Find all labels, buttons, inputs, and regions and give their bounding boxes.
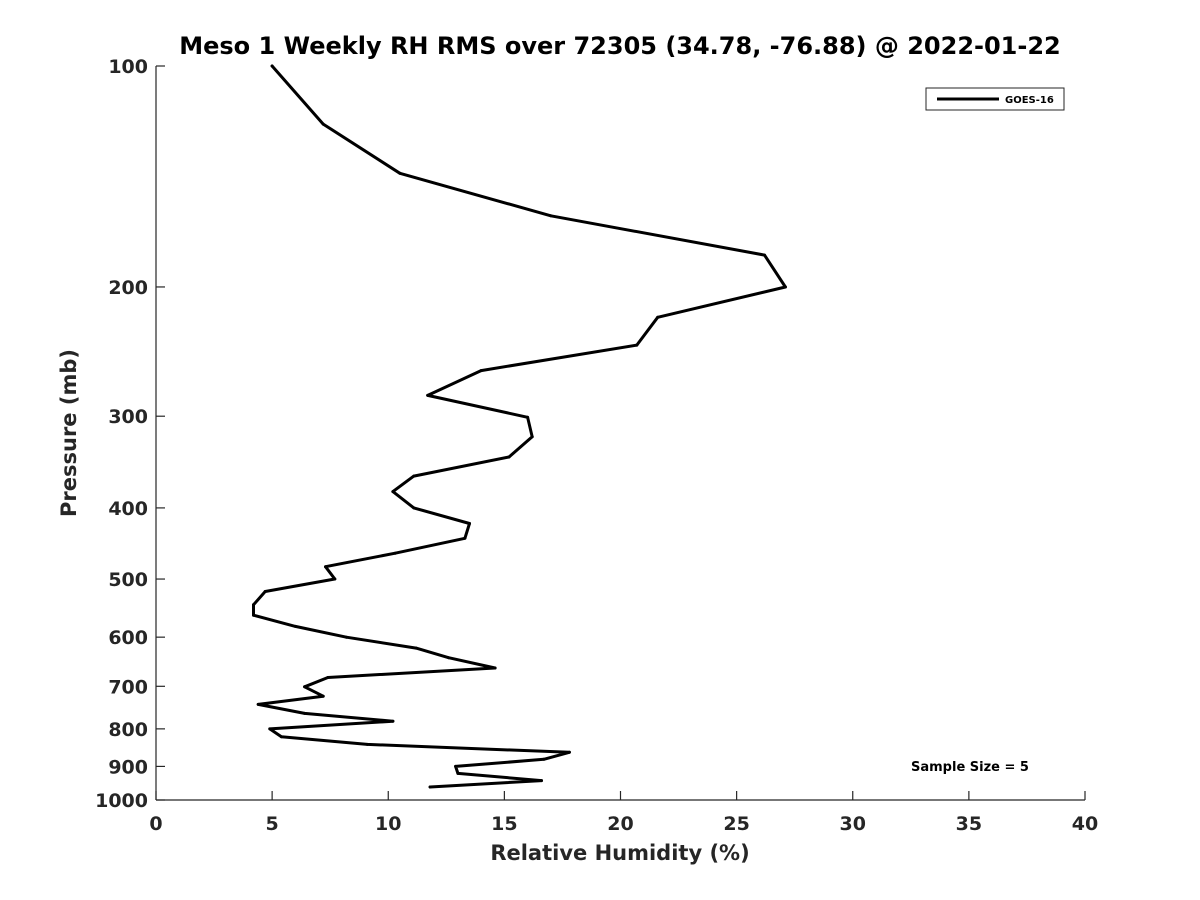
data-point <box>530 435 534 439</box>
data-point <box>393 551 397 555</box>
y-tick-label: 500 <box>108 569 148 591</box>
data-point <box>412 506 416 510</box>
y-tick-label: 100 <box>108 56 148 78</box>
x-tick-label: 35 <box>956 813 982 835</box>
series-line-goes-16 <box>252 64 787 789</box>
data-point <box>252 603 255 607</box>
x-ticks: 0 5 10 15 20 25 30 35 40 <box>149 791 1098 835</box>
x-tick-label: 15 <box>491 813 517 835</box>
data-point <box>263 590 267 593</box>
y-tick-label: 600 <box>108 627 148 649</box>
data-point <box>635 343 639 347</box>
x-tick-label: 5 <box>266 813 279 835</box>
data-point <box>279 735 283 739</box>
y-ticks: 100 200 300 400 500 600 700 800 900 1000 <box>95 56 165 812</box>
x-tick-label: 0 <box>149 813 162 835</box>
data-point <box>428 785 432 789</box>
data-point <box>463 536 467 540</box>
data-point <box>763 253 766 257</box>
data-point <box>344 635 348 639</box>
data-point <box>454 764 458 768</box>
data-point <box>540 779 543 783</box>
data-point <box>479 369 483 373</box>
data-point <box>783 285 787 289</box>
chart-title: Meso 1 Weekly RH RMS over 72305 (34.78, … <box>179 32 1061 60</box>
data-point <box>321 694 325 698</box>
data-point <box>412 474 416 478</box>
data-point <box>507 455 511 459</box>
data-point <box>303 685 307 689</box>
data-point <box>256 702 260 706</box>
data-point <box>426 393 430 397</box>
y-tick-label: 1000 <box>95 790 148 812</box>
data-point <box>398 171 402 175</box>
data-point <box>391 490 395 494</box>
x-tick-label: 25 <box>723 813 749 835</box>
data-point <box>526 415 530 419</box>
data-point <box>414 646 418 650</box>
y-tick-label: 400 <box>108 498 148 520</box>
data-point <box>252 613 255 617</box>
data-point <box>456 771 460 775</box>
legend: GOES-16 <box>925 87 1065 111</box>
data-point <box>333 577 337 581</box>
y-tick-label: 700 <box>108 676 148 698</box>
y-axis-label: Pressure (mb) <box>57 349 81 517</box>
series-points-goes-16 <box>252 64 787 789</box>
y-tick-label: 200 <box>108 277 148 299</box>
legend-label-goes-16: GOES-16 <box>1005 95 1054 106</box>
x-axis-label: Relative Humidity (%) <box>490 841 749 865</box>
data-point <box>493 666 497 670</box>
data-point <box>321 122 325 126</box>
data-point <box>365 742 369 746</box>
x-tick-label: 10 <box>375 813 401 835</box>
x-tick-label: 20 <box>607 813 633 835</box>
data-point <box>549 214 553 218</box>
sample-size-annotation: Sample Size = 5 <box>911 760 1029 775</box>
data-point <box>270 64 274 68</box>
data-point <box>656 315 660 319</box>
data-point <box>391 719 395 723</box>
y-tick-label: 900 <box>108 756 148 778</box>
data-point <box>293 624 297 628</box>
x-tick-label: 40 <box>1072 813 1098 835</box>
data-point <box>326 676 330 679</box>
data-point <box>567 750 571 754</box>
data-point <box>268 727 272 731</box>
data-point <box>468 522 471 525</box>
data-point <box>542 757 546 761</box>
x-tick-label: 30 <box>840 813 866 835</box>
data-point <box>447 656 451 660</box>
y-tick-label: 800 <box>108 719 148 741</box>
y-tick-label: 300 <box>108 406 148 428</box>
data-point <box>303 711 307 715</box>
data-point <box>324 565 327 569</box>
